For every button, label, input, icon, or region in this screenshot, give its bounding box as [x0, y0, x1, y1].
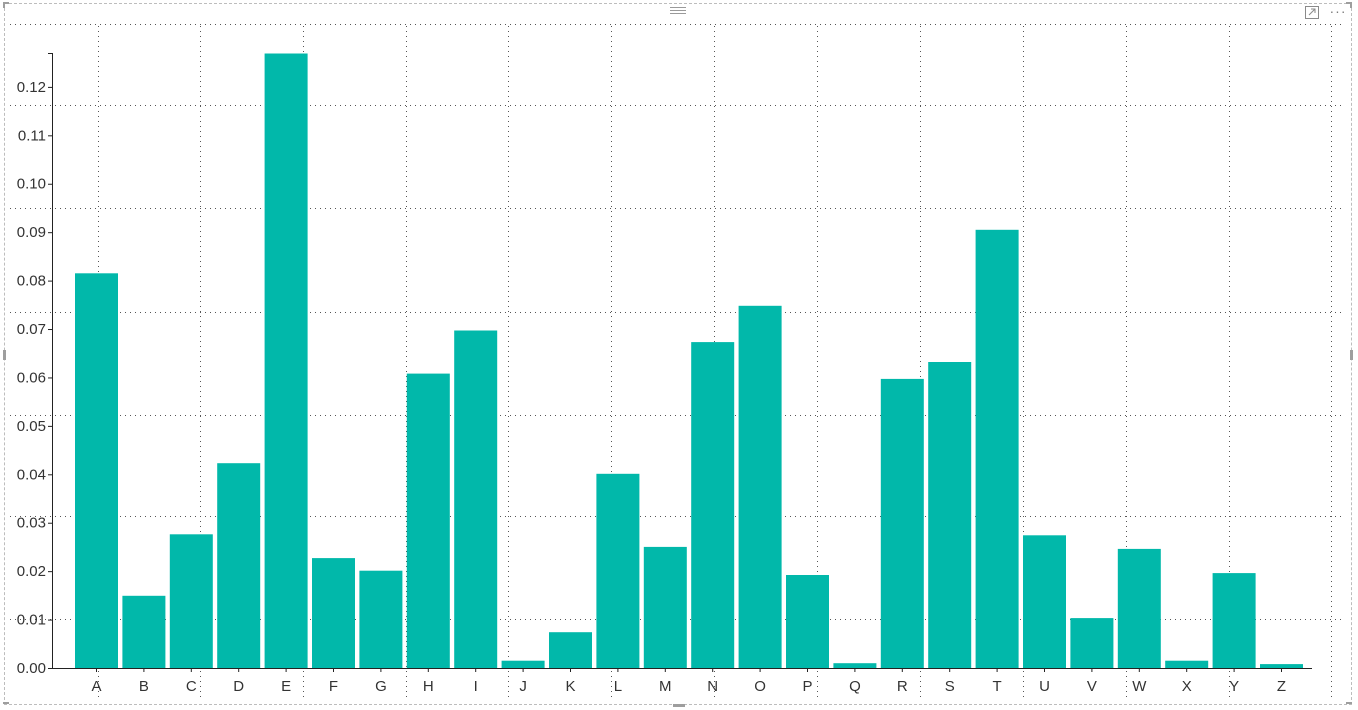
x-tick-label-B: B — [139, 678, 149, 695]
resize-handle-top-right[interactable] — [1346, 2, 1352, 4]
x-tick-label-V: V — [1087, 678, 1097, 695]
x-tick-label-U: U — [1039, 678, 1050, 695]
focus-mode-icon[interactable] — [1305, 6, 1319, 19]
x-tick-label-A: A — [91, 678, 101, 695]
x-tick-label-I: I — [474, 678, 478, 695]
bar-O — [738, 305, 782, 668]
bar-V — [1070, 618, 1114, 668]
bar-I — [454, 330, 498, 668]
y-tick-label-9: 0.09 — [17, 224, 46, 241]
x-axis-labels: A B C D E F G H I J K L M N O P Q R S T U V W X Y Z — [91, 668, 1286, 695]
y-tick-label-11: 0.11 — [18, 127, 46, 144]
x-tick-label-W: W — [1132, 678, 1147, 695]
x-tick-label-S: S — [945, 678, 955, 695]
x-tick-label-E: E — [281, 678, 291, 695]
x-tick-label-G: G — [375, 678, 387, 695]
x-tick-label-L: L — [614, 678, 622, 695]
bars — [75, 53, 1303, 669]
bar-F — [312, 558, 355, 668]
y-tick-label-1: 0.01 — [17, 612, 46, 629]
bar-Z — [1260, 664, 1303, 668]
bar-E — [264, 53, 308, 668]
y-tick-label-6: 0.06 — [17, 369, 46, 386]
bar-C — [169, 534, 213, 668]
bar-G — [359, 570, 403, 668]
x-tick-label-Z: Z — [1277, 678, 1286, 695]
resize-handle-top-left-v[interactable] — [3, 2, 5, 8]
bar-P — [786, 575, 829, 668]
x-tick-label-N: N — [707, 678, 718, 695]
x-tick-label-R: R — [897, 678, 908, 695]
bar-W — [1117, 548, 1161, 668]
drag-grip-icon[interactable] — [670, 5, 686, 15]
x-tick-label-J: J — [519, 678, 527, 695]
bar-U — [1023, 535, 1066, 668]
resize-handle-bottom[interactable] — [673, 704, 685, 707]
resize-handle-bottom-right[interactable] — [1346, 702, 1352, 704]
resize-handle-right[interactable] — [1350, 350, 1353, 360]
x-tick-label-P: P — [802, 678, 812, 695]
x-tick-label-Q: Q — [849, 678, 861, 695]
x-tick-label-D: D — [233, 678, 244, 695]
y-tick-label-0: 0.00 — [17, 660, 46, 677]
x-tick-label-C: C — [186, 678, 197, 695]
bar-M — [643, 546, 687, 668]
more-options-icon[interactable]: ··· — [1329, 3, 1347, 19]
x-tick-label-T: T — [993, 678, 1002, 695]
y-tick-label-3: 0.03 — [17, 515, 46, 532]
bar-D — [217, 463, 261, 668]
bar-L — [596, 473, 640, 668]
y-tick-label-12: 0.12 — [17, 79, 46, 96]
bar-H — [406, 373, 450, 668]
y-axis: 0.00 0.01 0.02 0.03 0.04 0.05 0.06 0.07 0.08 0.09… — [17, 53, 1312, 677]
y-tick-label-10: 0.10 — [17, 176, 46, 193]
x-tick-label-K: K — [565, 678, 575, 695]
x-tick-label-X: X — [1182, 678, 1192, 695]
resize-handle-top-right-v[interactable] — [1350, 2, 1352, 8]
y-tick-label-5: 0.05 — [17, 418, 46, 435]
bar-Y — [1212, 573, 1256, 668]
x-tick-label-H: H — [423, 678, 434, 695]
bar-Q — [833, 663, 877, 668]
bar-R — [880, 378, 924, 668]
x-tick-label-Y: Y — [1229, 678, 1239, 695]
resize-handle-left[interactable] — [3, 350, 6, 360]
y-tick-label-8: 0.08 — [17, 273, 46, 290]
x-tick-label-M: M — [659, 678, 672, 695]
resize-handle-bottom-left[interactable] — [3, 702, 9, 704]
y-tick-label-4: 0.04 — [17, 466, 46, 483]
y-tick-label-2: 0.02 — [17, 563, 46, 580]
bar-J — [501, 660, 545, 668]
bar-A — [75, 273, 118, 668]
y-tick-label-7: 0.07 — [17, 321, 46, 338]
bar-N — [691, 342, 735, 668]
bar-X — [1165, 660, 1209, 668]
bar-S — [928, 362, 972, 668]
x-tick-label-F: F — [329, 678, 338, 695]
bar-T — [975, 229, 1019, 669]
bar-K — [549, 632, 592, 668]
x-tick-label-O: O — [754, 678, 766, 695]
resize-handle-top-left[interactable] — [3, 2, 9, 4]
bar-B — [122, 595, 166, 668]
